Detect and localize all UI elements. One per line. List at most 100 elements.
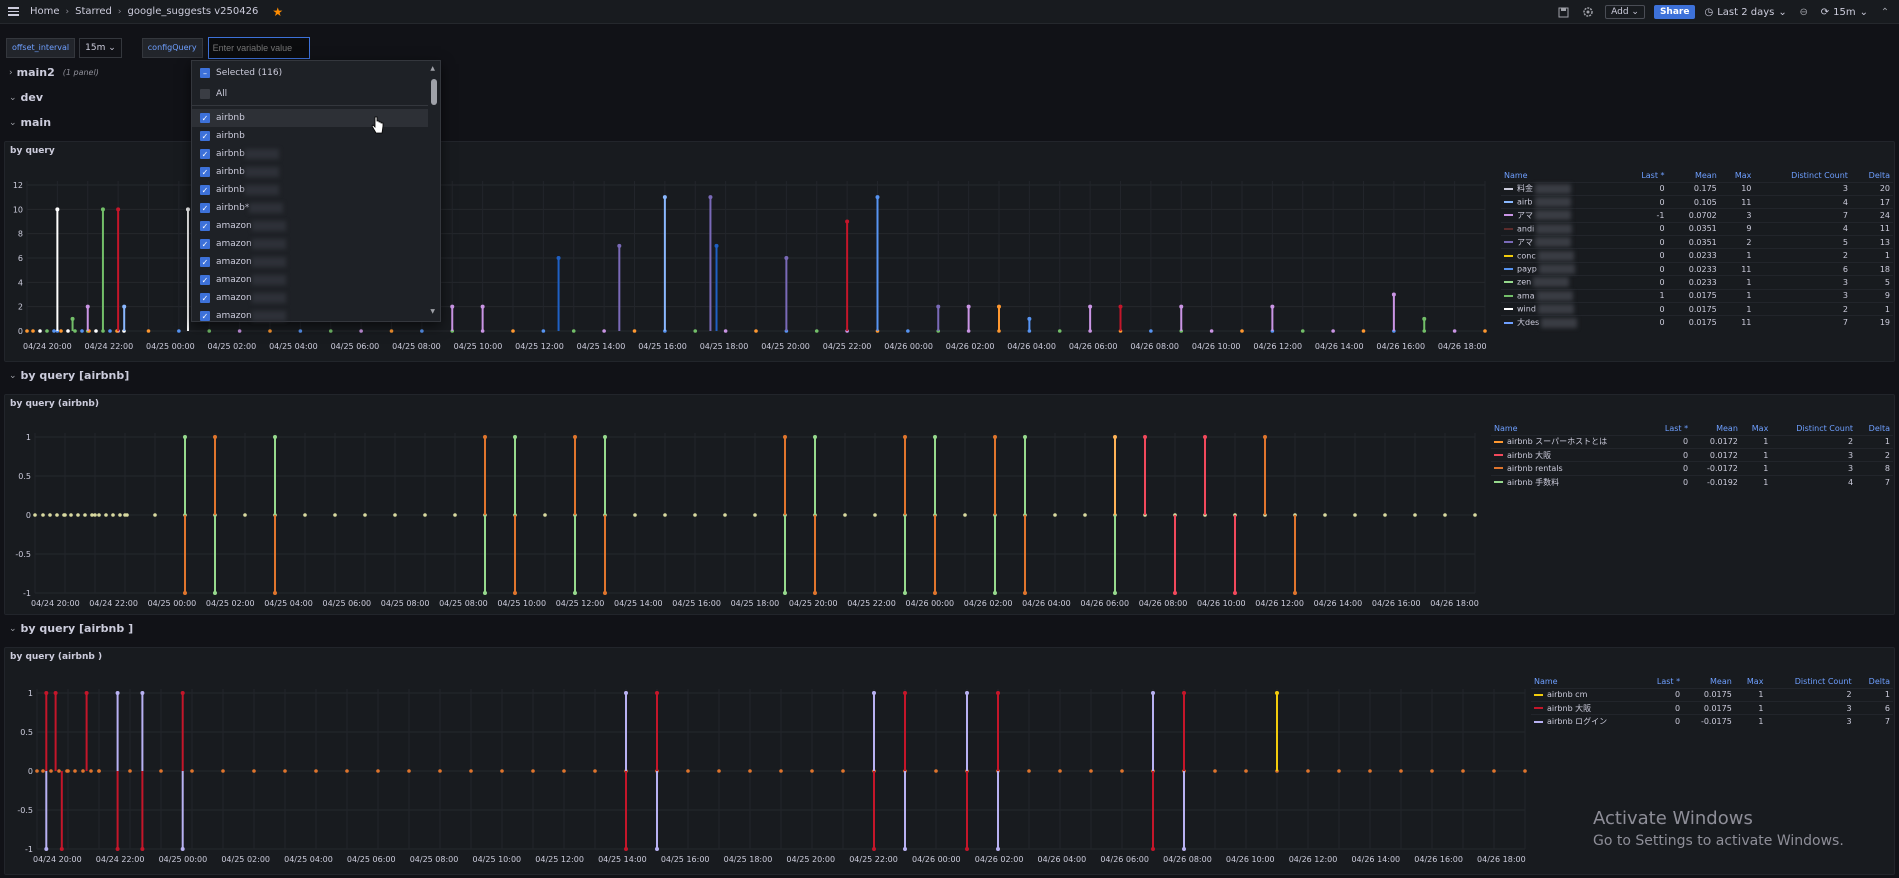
scroll-down-icon[interactable]: ▼ <box>430 308 435 315</box>
dropdown-option[interactable]: ✓ airbnb* <box>192 199 428 217</box>
row-dev[interactable]: ⌄ dev <box>9 91 43 104</box>
baseline-point <box>693 329 698 333</box>
dropdown-option[interactable]: ✓ amazon <box>192 235 428 253</box>
save-icon[interactable] <box>1555 4 1571 20</box>
legend-row[interactable]: airbnb rentals 0 -0.0172 1 3 8 <box>1491 461 1893 476</box>
series-color-swatch <box>1504 281 1513 284</box>
dropdown-option[interactable]: ✓ amazon <box>192 253 428 271</box>
legend-header[interactable]: Delta <box>1868 423 1890 433</box>
legend-header[interactable]: Max <box>1746 676 1764 686</box>
legend-header[interactable]: Delta <box>1868 170 1890 180</box>
row-main2[interactable]: › main2 (1 panel) <box>9 66 99 79</box>
share-button[interactable]: Share <box>1653 5 1696 19</box>
x-tick-label: 04/25 02:00 <box>206 599 255 608</box>
refresh-picker[interactable]: ⟳ 15m ⌄ <box>1821 7 1868 18</box>
legend-row[interactable]: andi 0 0.0351 9 4 11 <box>1501 221 1893 236</box>
data-point <box>116 207 121 212</box>
data-point <box>140 691 145 695</box>
baseline-point <box>94 329 98 333</box>
legend-header[interactable]: Mean <box>1694 170 1717 180</box>
baseline-point <box>1149 329 1153 333</box>
add-button[interactable]: Add ⌄ <box>1605 5 1645 19</box>
row-main[interactable]: ⌄ main <box>9 116 51 129</box>
legend-row[interactable]: airb 0 0.105 11 4 17 <box>1501 194 1893 209</box>
legend-row[interactable]: conc 0 0.0233 1 2 1 <box>1501 248 1893 263</box>
dropdown-option[interactable]: ✓ amazon <box>192 217 428 235</box>
data-point <box>1422 316 1427 321</box>
gear-icon[interactable] <box>1580 4 1596 20</box>
legend-row[interactable]: airbnb ログイン 0 -0.0175 1 3 7 <box>1531 714 1893 729</box>
legend-header[interactable]: Mean <box>1716 423 1738 433</box>
row-by-query-airbnb-space-title: by query [airbnb ] <box>20 622 134 635</box>
legend-row[interactable]: airbnb 大阪 0 0.0175 1 3 6 <box>1531 700 1893 715</box>
dropdown-option[interactable]: ✓ airbnb <box>192 127 428 145</box>
x-tick-label: 04/26 00:00 <box>884 342 933 351</box>
breadcrumb-starred[interactable]: Starred <box>75 6 112 17</box>
watermark-title: Activate Windows <box>1593 808 1753 829</box>
legend-row[interactable]: アマ 0 0.0351 2 5 13 <box>1501 235 1893 249</box>
row-main2-title: main2 <box>16 66 55 79</box>
dropdown-option[interactable]: ✓ airbnb <box>192 109 428 127</box>
legend-header[interactable]: Name <box>1494 423 1518 433</box>
scrollbar-thumb[interactable] <box>431 79 437 105</box>
x-tick-label: 04/26 06:00 <box>1080 599 1129 608</box>
dropdown-option[interactable]: ✓ amazon <box>192 307 428 325</box>
breadcrumb-home[interactable]: Home <box>30 6 60 17</box>
legend-header[interactable]: Last * <box>1641 170 1665 180</box>
legend-row[interactable]: wind 0 0.0175 1 2 1 <box>1501 302 1893 316</box>
dropdown-option[interactable]: ✓ airbnb <box>192 181 428 199</box>
scroll-up-icon[interactable]: ▲ <box>430 65 435 72</box>
x-tick-label: 04/26 04:00 <box>1022 599 1071 608</box>
time-range-picker[interactable]: ◷ Last 2 days ⌄ <box>1704 7 1786 18</box>
legend-row[interactable]: 料金 0 0.175 10 3 20 <box>1501 181 1893 196</box>
zoom-out-icon[interactable]: ⊖ <box>1799 6 1808 18</box>
data-point <box>1203 435 1207 439</box>
dropdown-option[interactable]: ✓ airbnb <box>192 163 428 181</box>
legend-row[interactable]: payp 0 0.0233 11 6 18 <box>1501 261 1893 276</box>
baseline-point <box>93 513 97 517</box>
data-point <box>624 691 628 695</box>
legend-row[interactable]: ama 1 0.0175 1 3 9 <box>1501 288 1893 303</box>
legend-header[interactable]: Name <box>1504 170 1528 180</box>
config-query-input[interactable] <box>207 37 310 59</box>
y-tick-label: 0 <box>18 327 23 336</box>
dropdown-option[interactable]: ✓ airbnb <box>192 145 428 163</box>
dropdown-option[interactable]: ✓ amazon <box>192 289 428 307</box>
offset-interval-select[interactable]: 15m ⌄ <box>79 38 122 58</box>
legend-row[interactable]: airbnb 大阪 0 0.0172 1 3 2 <box>1491 447 1893 462</box>
legend-row[interactable]: airbnb スーパーホストとは 0 0.0172 1 2 1 <box>1491 434 1893 449</box>
legend-row[interactable]: airbnb cm 0 0.0175 1 2 1 <box>1531 687 1893 702</box>
series-color-swatch <box>1504 254 1513 257</box>
data-point <box>1118 304 1123 309</box>
menu-icon[interactable] <box>0 0 26 24</box>
legend-row[interactable]: zen 0 0.0233 1 3 5 <box>1501 275 1893 290</box>
dropdown-scrollbar[interactable]: ▲ ▼ <box>430 65 438 315</box>
row-by-query-airbnb-space[interactable]: ⌄ by query [airbnb ] <box>9 622 133 635</box>
x-tick-label: 04/26 08:00 <box>1163 855 1212 864</box>
collapse-icon[interactable]: ⌃ <box>1880 6 1890 18</box>
baseline-point <box>159 769 163 773</box>
legend-header[interactable]: Mean <box>1710 676 1732 686</box>
legend-row[interactable]: 大des 0 0.0175 11 7 19 <box>1501 315 1893 330</box>
dropdown-all-option[interactable]: All <box>192 85 428 103</box>
star-icon[interactable]: ★ <box>272 4 284 19</box>
legend-header[interactable]: Name <box>1534 676 1558 686</box>
legend-header[interactable]: Distinct Count <box>1796 423 1854 433</box>
legend-header[interactable]: Delta <box>1868 676 1890 686</box>
x-tick-label: 04/24 22:00 <box>85 342 134 351</box>
row-by-query-airbnb[interactable]: ⌄ by query [airbnb] <box>9 369 129 382</box>
x-tick-label: 04/26 04:00 <box>1007 342 1056 351</box>
legend-header[interactable]: Last * <box>1656 676 1681 686</box>
legend-header[interactable]: Max <box>1734 170 1752 180</box>
legend-header[interactable]: Max <box>1751 423 1769 433</box>
dropdown-selected-toggle[interactable]: – Selected (116) <box>192 64 428 82</box>
legend-header[interactable]: Distinct Count <box>1791 170 1848 180</box>
legend-header[interactable]: Distinct Count <box>1794 676 1852 686</box>
dropdown-option-label: amazon <box>216 311 252 321</box>
checked-checkbox-icon: ✓ <box>200 239 210 249</box>
legend-distinct-cell: 2 <box>1754 248 1851 263</box>
legend-row[interactable]: アマ -1 0.0702 3 7 24 <box>1501 208 1893 223</box>
dropdown-option[interactable]: ✓ amazon <box>192 271 428 289</box>
legend-header[interactable]: Last * <box>1664 423 1689 433</box>
legend-row[interactable]: airbnb 手数料 0 -0.0192 1 4 7 <box>1491 474 1893 489</box>
